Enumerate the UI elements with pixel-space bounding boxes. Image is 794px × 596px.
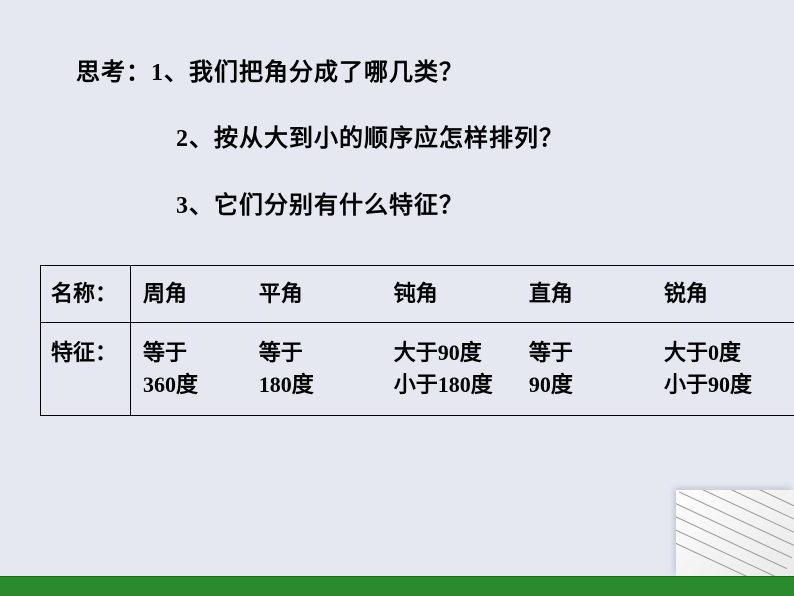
question-2: 2、按从大到小的顺序应怎样排列？ bbox=[176, 120, 766, 158]
feature-label: 特征： bbox=[51, 340, 117, 365]
col-ruijiao: 锐角 bbox=[658, 278, 793, 310]
f-zhijiao-2: 90度 bbox=[523, 369, 658, 401]
question-2-text: 2、按从大到小的顺序应怎样排列？ bbox=[176, 126, 564, 152]
name-label-cell: 名称： bbox=[41, 266, 131, 323]
angle-table-wrap: 名称： 周角 平角 钝角 直角 锐角 特征： bbox=[28, 265, 766, 416]
col-zhoujiao: 周角 bbox=[137, 278, 253, 310]
f-ruijiao-2: 小于90度 bbox=[658, 369, 793, 401]
question-1: 思考：1、我们把角分成了哪几类？ bbox=[76, 54, 766, 92]
col-pingjiao: 平角 bbox=[253, 278, 388, 310]
ruler-decoration bbox=[676, 490, 794, 576]
question-1-text: 1、我们把角分成了哪几类？ bbox=[151, 60, 464, 86]
features-line1: 等于 等于 大于90度 等于 大于0度 bbox=[137, 337, 793, 369]
question-prefix: 思考： bbox=[76, 60, 151, 86]
header-row: 名称： 周角 平角 钝角 直角 锐角 bbox=[41, 266, 794, 323]
angle-table: 名称： 周角 平角 钝角 直角 锐角 特征： bbox=[40, 265, 794, 416]
f-pingjiao-1: 等于 bbox=[253, 337, 388, 369]
f-zhoujiao-1: 等于 bbox=[137, 337, 253, 369]
f-zhijiao-1: 等于 bbox=[523, 337, 658, 369]
f-ruijiao-1: 大于0度 bbox=[658, 337, 793, 369]
col-zhijiao: 直角 bbox=[523, 278, 658, 310]
footer-green-bar bbox=[0, 576, 794, 596]
question-3: 3、它们分别有什么特征？ bbox=[176, 187, 766, 225]
feature-label-cell: 特征： bbox=[41, 323, 131, 416]
feature-row: 特征： 等于 等于 大于90度 等于 大于0度 360度 180度 小于180度 bbox=[41, 323, 794, 416]
f-dunjiao-2: 小于180度 bbox=[388, 369, 523, 401]
names-row: 周角 平角 钝角 直角 锐角 bbox=[137, 278, 793, 310]
features-line2: 360度 180度 小于180度 90度 小于90度 bbox=[137, 369, 793, 401]
f-zhoujiao-2: 360度 bbox=[137, 369, 253, 401]
features-cell: 等于 等于 大于90度 等于 大于0度 360度 180度 小于180度 90度… bbox=[131, 323, 794, 416]
f-dunjiao-1: 大于90度 bbox=[388, 337, 523, 369]
name-label: 名称： bbox=[51, 281, 117, 306]
ruler-lines bbox=[676, 490, 794, 576]
f-pingjiao-2: 180度 bbox=[253, 369, 388, 401]
content-area: 思考：1、我们把角分成了哪几类？ 2、按从大到小的顺序应怎样排列？ 3、它们分别… bbox=[0, 0, 794, 416]
question-3-text: 3、它们分别有什么特征？ bbox=[176, 193, 464, 219]
col-dunjiao: 钝角 bbox=[388, 278, 523, 310]
names-cell: 周角 平角 钝角 直角 锐角 bbox=[131, 266, 794, 323]
